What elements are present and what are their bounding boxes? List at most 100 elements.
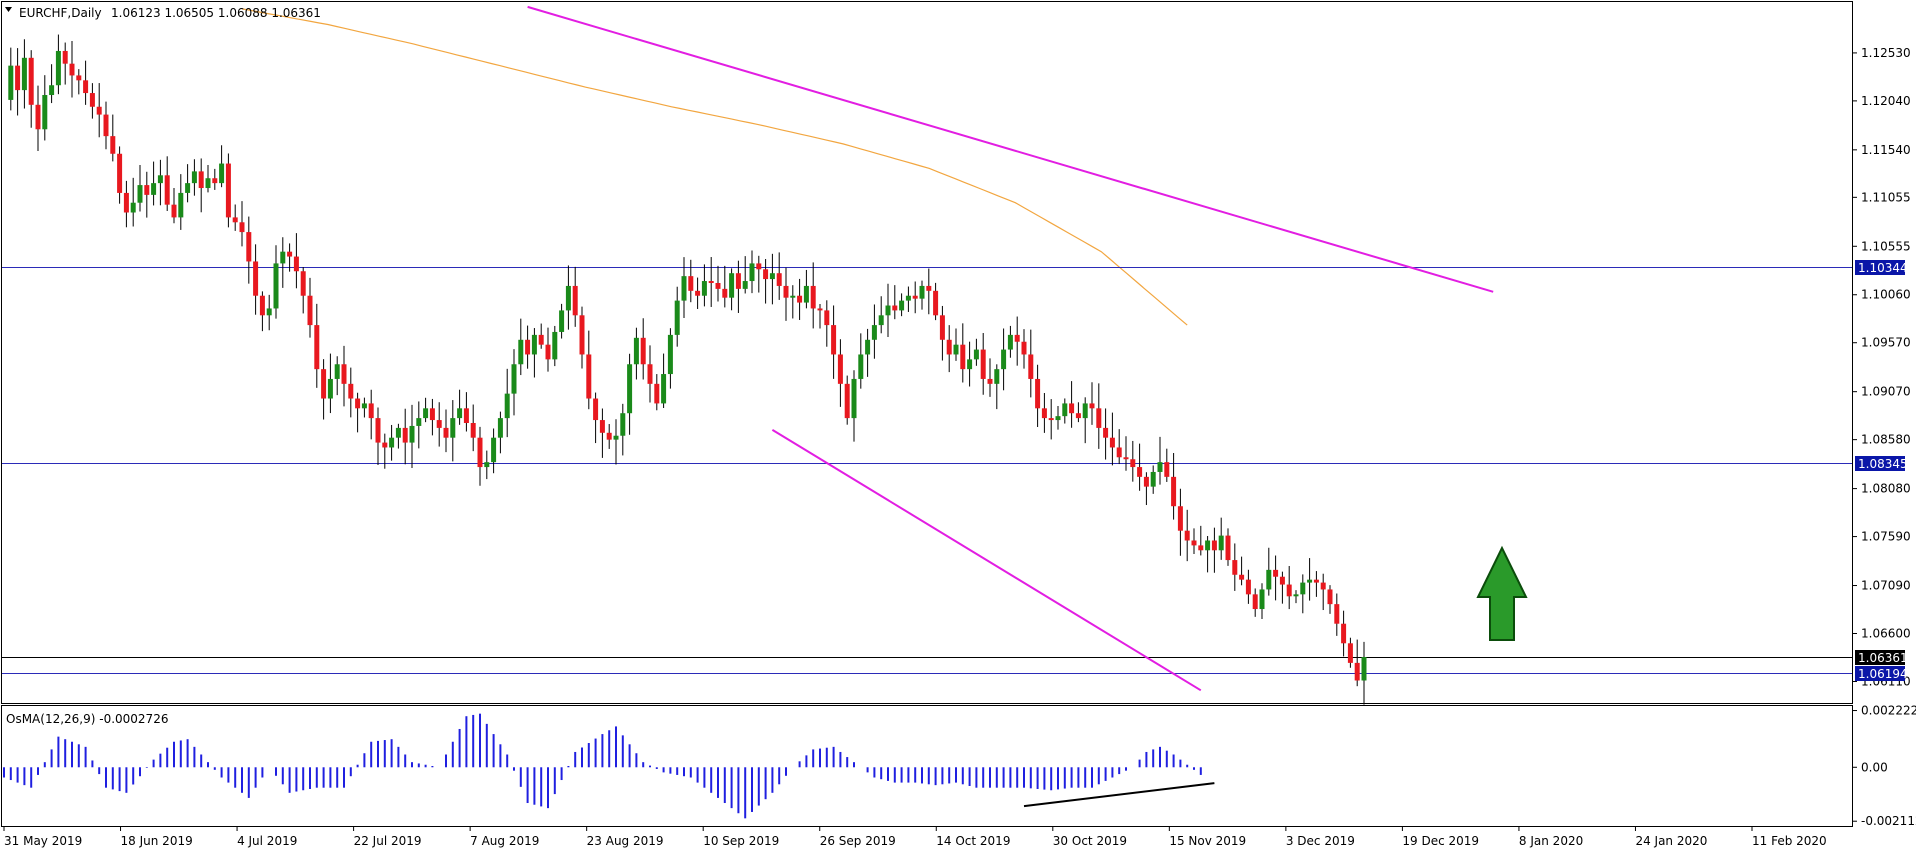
price-tick-label: 1.10555	[1861, 239, 1911, 253]
candle-body	[518, 339, 524, 365]
candle	[443, 409, 449, 453]
candle-body	[837, 354, 843, 384]
candle	[1109, 412, 1115, 466]
candle-body	[885, 305, 891, 316]
candle-body	[355, 398, 361, 409]
time-tick-label: 10 Sep 2019	[703, 834, 779, 848]
candle-body	[239, 222, 245, 233]
candle-body	[1001, 349, 1007, 370]
price-tags: 1.10344 1.08345 1.06361 1.06194	[1855, 260, 1908, 681]
candle	[1157, 436, 1163, 485]
candle	[572, 266, 578, 327]
candle-body	[1334, 604, 1340, 624]
candle-body	[763, 269, 769, 280]
candle-body	[1205, 540, 1211, 551]
moving-average-line	[241, 8, 1188, 326]
candle-body	[327, 378, 333, 399]
candle	[722, 265, 728, 308]
candle	[899, 293, 905, 317]
candle	[844, 375, 850, 425]
candle-body	[382, 442, 388, 448]
candle	[980, 333, 986, 395]
candle-body	[314, 325, 320, 370]
candle-body	[164, 175, 170, 205]
candle-body	[117, 153, 123, 193]
candle	[212, 168, 218, 190]
candle	[1116, 429, 1122, 465]
candle-body	[654, 383, 660, 404]
candle	[640, 318, 646, 380]
candle	[871, 304, 877, 359]
candle	[783, 267, 789, 321]
candle	[225, 153, 231, 228]
candle-body	[470, 423, 476, 438]
candle	[123, 180, 129, 228]
candle	[368, 389, 374, 440]
candle-body	[1313, 579, 1319, 583]
candle-body	[756, 263, 762, 270]
candle-body	[946, 339, 952, 355]
candle-body	[749, 263, 755, 282]
candle	[667, 328, 673, 389]
candle-body	[1307, 579, 1313, 583]
candle-body	[1014, 334, 1020, 342]
candle-body	[1232, 560, 1238, 575]
candle	[1123, 436, 1129, 471]
candle-body	[1021, 341, 1027, 355]
candle	[382, 433, 388, 469]
candle-body	[817, 308, 823, 311]
candle-body	[185, 183, 191, 193]
candle	[565, 265, 571, 330]
candle-body	[695, 290, 701, 296]
ohlc-values: 1.06123 1.06505 1.06088 1.06361	[111, 6, 321, 20]
dropdown-triangle-icon[interactable]	[5, 7, 12, 12]
candle-body	[1300, 582, 1306, 595]
candle	[1211, 527, 1217, 573]
symbol-label: EURCHF,Daily	[19, 6, 102, 20]
candle-body	[307, 295, 313, 326]
candle	[49, 64, 55, 104]
candle-body	[287, 251, 293, 257]
time-tick-label: 7 Aug 2019	[470, 834, 539, 848]
candle	[1286, 566, 1292, 610]
candle-body	[69, 63, 75, 76]
osma-panel-frame	[1, 705, 1853, 827]
candle-body	[1164, 462, 1170, 477]
candle-body	[123, 192, 129, 213]
candle	[110, 114, 116, 162]
candle-body	[892, 305, 898, 311]
candle	[1184, 509, 1190, 562]
candle	[273, 245, 279, 319]
time-tick-label: 22 Jul 2019	[354, 834, 422, 848]
candle	[552, 325, 558, 367]
candle-body	[613, 435, 619, 440]
candle-body	[627, 364, 633, 414]
candle	[178, 174, 184, 230]
candle-body	[1103, 427, 1109, 438]
candle-body	[831, 325, 837, 355]
candle	[681, 257, 687, 319]
candle-body	[1327, 589, 1333, 605]
candle-body	[368, 403, 374, 419]
candle-body	[151, 183, 157, 195]
trendlines	[527, 5, 1494, 692]
candle	[477, 426, 483, 486]
time-tick-label: 15 Nov 2019	[1169, 834, 1246, 848]
osma-tick-label: -0.00211255	[1861, 814, 1916, 828]
candle-body	[103, 114, 109, 137]
candle	[633, 327, 639, 380]
candle-body	[334, 364, 340, 379]
candle	[253, 244, 259, 315]
candle	[1021, 329, 1027, 369]
candle-body	[620, 413, 626, 436]
candle	[620, 403, 626, 456]
candle	[157, 159, 163, 206]
candle-body	[939, 315, 945, 340]
candle	[559, 303, 565, 339]
candle	[1130, 440, 1136, 482]
time-tick-label: 3 Dec 2019	[1286, 834, 1355, 848]
candle-body	[144, 185, 150, 195]
time-tick-label: 31 May 2019	[4, 834, 82, 848]
